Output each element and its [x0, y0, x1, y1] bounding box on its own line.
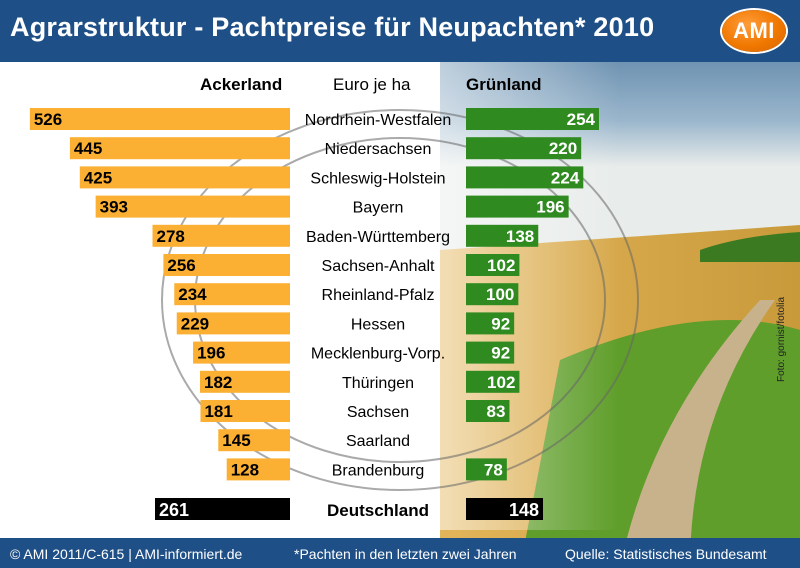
gruenland-bar: [466, 370, 520, 393]
gruenland-bar: [466, 400, 510, 422]
gruenland-bar: [466, 341, 515, 364]
state-label: Mecklenburg-Vorp.: [311, 346, 445, 363]
gruenland-value-label: 138: [506, 227, 534, 246]
ackerland-bar: [79, 166, 290, 189]
ackerland-value-label: 229: [181, 314, 209, 333]
gruenland-bar: [466, 458, 507, 481]
page-title: Agrarstruktur - Pachtpreise für Neupacht…: [10, 12, 655, 42]
total-gruenland-bar: [466, 498, 543, 520]
ackerland-bar: [29, 108, 290, 130]
state-label: Hessen: [351, 316, 405, 333]
column-header-unit: Euro je ha: [333, 75, 411, 94]
ackerland-value-label: 234: [178, 285, 207, 304]
ackerland-value-label: 425: [84, 168, 112, 187]
ackerland-value-label: 196: [197, 344, 225, 363]
gruenland-value-label: 224: [551, 168, 580, 187]
column-header-gruenland: Grünland: [466, 75, 542, 94]
ackerland-bar: [69, 137, 290, 160]
photo-credit: Foto: gornist/fotolia: [776, 296, 787, 382]
state-label: Sachsen-Anhalt: [322, 258, 436, 275]
ackerland-value-label: 128: [231, 460, 259, 479]
gruenland-bar: [466, 166, 584, 189]
gruenland-bar: [466, 137, 582, 160]
gruenland-value-label: 254: [567, 110, 596, 129]
gruenland-value-label: 78: [484, 460, 503, 479]
gruenland-value-label: 83: [487, 402, 506, 421]
footer-source: Quelle: Statistisches Bundesamt: [565, 546, 767, 562]
state-label: Nordrhein-Westfalen: [305, 112, 451, 129]
ackerland-bar: [176, 312, 290, 335]
ackerland-value-label: 256: [167, 256, 195, 275]
ackerland-bar: [193, 341, 290, 364]
gruenland-value-label: 220: [549, 139, 577, 158]
state-label: Brandenburg: [332, 462, 425, 479]
state-label: Bayern: [353, 200, 404, 217]
gruenland-value-label: 92: [491, 344, 510, 363]
gruenland-value-label: 100: [486, 285, 514, 304]
gruenland-bar: [466, 224, 539, 247]
ackerland-bar: [218, 429, 290, 452]
footer-copyright: © AMI 2011/C-615 | AMI-informiert.de: [10, 546, 243, 562]
state-label: Schleswig-Holstein: [310, 170, 445, 187]
gruenland-bar: [466, 108, 599, 130]
gruenland-value-label: 92: [491, 314, 510, 333]
gruenland-value-label: 102: [487, 256, 515, 275]
ami-logo: AMI: [722, 10, 786, 52]
ackerland-value-label: 278: [157, 227, 185, 246]
ackerland-bar: [95, 195, 291, 218]
state-label: Saarland: [346, 433, 410, 450]
gruenland-bar: [466, 254, 520, 276]
ackerland-value-label: 393: [100, 198, 128, 217]
state-label: Sachsen: [347, 404, 409, 421]
state-label: Baden-Württemberg: [306, 229, 450, 246]
ackerland-value-label: 145: [222, 431, 250, 450]
ackerland-value-label: 182: [204, 373, 232, 392]
ackerland-value-label: 445: [74, 139, 102, 158]
total-ackerland-value: 261: [159, 500, 189, 520]
column-header-ackerland: Ackerland: [200, 75, 283, 94]
ackerland-bar: [163, 254, 290, 276]
gruenland-value-label: 196: [536, 198, 564, 217]
ackerland-bar: [174, 283, 290, 306]
header-bar: [0, 0, 800, 62]
state-label: Niedersachsen: [325, 141, 432, 158]
total-ackerland-bar: [155, 498, 290, 520]
ackerland-bar: [152, 224, 290, 247]
ackerland-bar: [200, 400, 290, 422]
footer-bar: [0, 538, 800, 568]
ackerland-value-label: 181: [204, 402, 232, 421]
state-label: Thüringen: [342, 375, 414, 392]
ackerland-bar: [226, 458, 290, 481]
total-label: Deutschland: [327, 501, 429, 520]
gruenland-bar: [466, 283, 519, 306]
gruenland-bar: [466, 195, 569, 218]
gruenland-value-label: 102: [487, 373, 515, 392]
ackerland-value-label: 526: [34, 110, 62, 129]
state-label: Rheinland-Pfalz: [322, 287, 435, 304]
total-gruenland-value: 148: [509, 500, 539, 520]
gruenland-bar: [466, 312, 515, 335]
ackerland-bar: [199, 370, 290, 393]
footer-note: *Pachten in den letzten zwei Jahren: [294, 546, 517, 562]
